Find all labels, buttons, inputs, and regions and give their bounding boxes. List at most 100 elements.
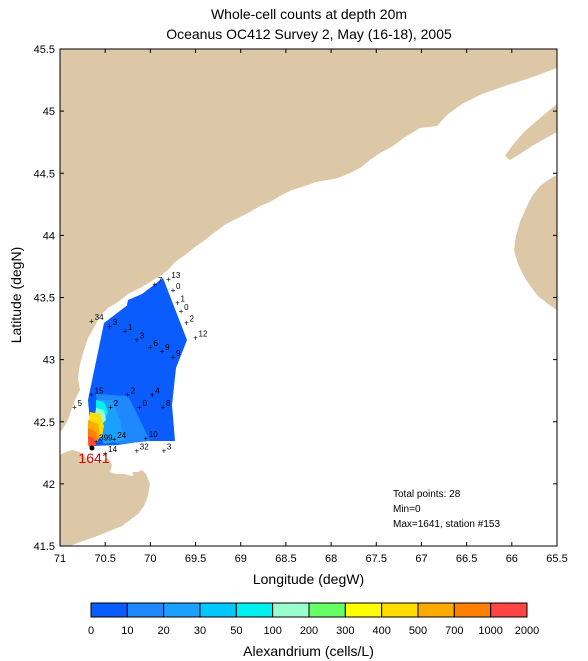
station-marker: + (162, 446, 167, 455)
station-marker: + (153, 280, 158, 289)
land (60, 49, 557, 546)
colorbar-tick-label: 200 (300, 625, 318, 637)
station-marker: + (125, 390, 130, 399)
x-tick-label: 68.5 (275, 553, 296, 565)
station-value-label: 9 (165, 343, 170, 352)
station-value-label: 15 (95, 386, 104, 395)
y-tick-label: 41.5 (34, 541, 55, 553)
station-marker: + (112, 435, 117, 444)
station-marker: + (193, 333, 198, 342)
x-tick-label: 65.5 (546, 553, 567, 565)
y-tick-label: 43 (43, 355, 55, 367)
station-value-label: 3 (140, 332, 145, 341)
colorbar-swatch (453, 602, 492, 618)
max-station-marker (89, 445, 95, 451)
station-value-label: 10 (149, 430, 158, 439)
station-marker: + (184, 318, 189, 327)
station-marker: + (150, 390, 155, 399)
station-value-label: 9 (176, 349, 181, 358)
cape-cod (60, 450, 150, 546)
nova-scotia (514, 175, 557, 310)
station-value-label: 7 (158, 276, 163, 285)
station-value-label: 1 (128, 323, 133, 332)
station-marker: + (72, 403, 77, 412)
station-value-label: 2 (131, 386, 136, 395)
station-marker: + (108, 403, 113, 412)
interpolated-field (88, 278, 187, 447)
x-tick-label: 70.5 (94, 553, 115, 565)
station-marker: + (103, 449, 108, 458)
title-line-2: Oceanus OC412 Survey 2, May (16-18), 200… (166, 26, 452, 42)
station-value-label: 0 (176, 282, 181, 291)
station-marker: + (134, 336, 139, 345)
colorbar-swatch (381, 602, 419, 618)
colorbar-tick-label: 700 (445, 625, 463, 637)
field-shade-1 (120, 285, 180, 350)
x-tick-label: 69 (235, 553, 247, 565)
station-value-label: 34 (95, 313, 104, 322)
y-tick-label: 43.5 (34, 293, 55, 305)
station-value-label: 0 (143, 399, 148, 408)
title-line-1: Whole-cell counts at depth 20m (210, 6, 408, 22)
station-value-label: 4 (155, 386, 160, 395)
station-marker: + (137, 403, 142, 412)
station-marker: + (134, 446, 139, 455)
station-value-label: 1 (180, 294, 185, 303)
y-tick-label: 42 (43, 479, 55, 491)
station-marker: + (123, 327, 128, 336)
station-value-label: 14 (108, 445, 117, 454)
colorbar-tick-label: 500 (409, 625, 427, 637)
x-tick-label: 70 (144, 553, 156, 565)
new-brunswick (505, 104, 557, 160)
y-axis-label: Latitude (degN) (8, 246, 24, 344)
station-marker: + (160, 347, 165, 356)
colorbar-swatch (272, 602, 310, 618)
station-marker: + (148, 343, 153, 352)
station-marker: + (175, 298, 180, 307)
colorbar-tick-label: 1000 (478, 625, 502, 637)
colorbar-swatch (90, 602, 128, 618)
station-value-label: 6 (153, 339, 158, 348)
min-value: Min=0 (393, 504, 421, 515)
station-value-label: 5 (77, 399, 82, 408)
field-red (88, 436, 95, 447)
colorbar-swatch (235, 602, 274, 618)
colorbar-swatch (199, 602, 237, 618)
colorbar-title: Alexandrium (cells/L) (243, 643, 374, 659)
title-block: Whole-cell counts at depth 20m Oceanus O… (0, 4, 588, 44)
y-tick-label: 45.5 (34, 44, 55, 56)
x-tick-label: 66 (506, 553, 518, 565)
x-tick-label: 67.5 (366, 553, 387, 565)
x-tick-label: 66.5 (456, 553, 477, 565)
colorbar-tick-label: 300 (336, 625, 354, 637)
colorbar-swatch (490, 602, 528, 618)
x-tick-label: 69.5 (185, 553, 206, 565)
station-value-label: 2 (190, 314, 195, 323)
x-tick-label: 71 (54, 553, 66, 565)
station-marker: + (171, 353, 176, 362)
colorbar-swatch (344, 602, 383, 618)
y-tick-label: 44.5 (34, 168, 55, 180)
station-value-label: 13 (171, 271, 180, 280)
station-value-label: 0 (184, 303, 189, 312)
max-value: Max=1641, station #153 (393, 519, 501, 530)
y-tick-label: 45 (43, 106, 55, 118)
colorbar-tick-label: 2000 (515, 625, 539, 637)
station-value-label: 3 (167, 442, 172, 451)
colorbar-tick-label: 30 (194, 625, 206, 637)
colorbar-tick-label: 10 (121, 625, 133, 637)
total-points: Total points: 28 (393, 489, 461, 500)
station-value-label: 3 (113, 318, 118, 327)
station-marker: + (94, 438, 99, 447)
colorbar-tick-label: 20 (158, 625, 170, 637)
station-marker: + (89, 390, 94, 399)
x-axis-label: Longitude (degW) (252, 571, 365, 587)
station-value-label: 32 (140, 442, 149, 451)
colorbar-tick-label: 50 (230, 625, 242, 637)
station-marker: + (144, 434, 149, 443)
x-tick-label: 67 (415, 553, 427, 565)
colorbar-swatch (163, 602, 201, 618)
x-axis-ticks: 71 70.5 70 69.5 69 68.5 68 67.5 67 66.5 66 65.5 (54, 49, 568, 565)
y-tick-label: 42.5 (34, 417, 55, 429)
